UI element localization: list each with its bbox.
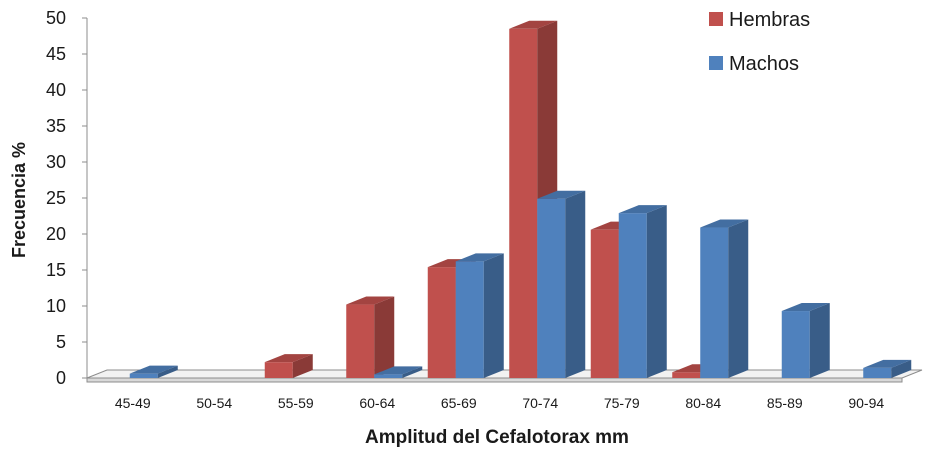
y-tick-label: 35 [46, 116, 66, 136]
bar-front [346, 304, 375, 378]
x-tick-label: 50-54 [196, 395, 232, 411]
x-tick-label: 80-84 [685, 395, 721, 411]
bar-front [700, 227, 729, 378]
bar-top [509, 20, 558, 29]
legend-swatch [709, 56, 723, 70]
bar-front [427, 267, 456, 378]
bar-machos-75-79 [618, 205, 667, 378]
bar-side [646, 205, 667, 378]
bar-top [863, 359, 912, 368]
legend-label: Machos [729, 53, 799, 75]
y-axis-title: Frecuencia % [9, 142, 29, 258]
x-tick-label: 70-74 [522, 395, 558, 411]
x-axis: 45-49 50-54 55-59 60-64 65-69 70-74 75-79 80-84… [115, 395, 885, 411]
bar-top [129, 365, 178, 374]
bar-front [509, 28, 538, 379]
bar-side [891, 359, 912, 378]
bar-side [565, 190, 586, 378]
bar-machos-80-84 [700, 219, 749, 378]
y-tick-label: 40 [46, 80, 66, 100]
y-tick-label: 5 [56, 332, 66, 352]
bar-front [590, 229, 619, 378]
x-tick-label: 55-59 [278, 395, 314, 411]
legend-item-machos: Machos [709, 53, 799, 75]
y-tick-label: 25 [46, 188, 66, 208]
bar-side [157, 365, 178, 378]
bar-top [781, 303, 830, 312]
y-tick-label: 50 [46, 8, 66, 28]
x-tick-label: 65-69 [441, 395, 477, 411]
bar-front [264, 362, 293, 378]
bar-top [618, 205, 667, 214]
bar-side [728, 219, 749, 378]
legend-item-hembras: Hembras [709, 9, 810, 31]
bar-side [483, 253, 504, 378]
y-tick-label: 20 [46, 224, 66, 244]
y-tick-label: 0 [56, 368, 66, 388]
bar-top [455, 253, 504, 262]
bar-hembras-55-59 [264, 354, 313, 378]
bar-front [781, 311, 810, 378]
bar-machos-45-49 [129, 365, 178, 378]
bar-machos-90-94 [863, 359, 912, 378]
bar-hembras-60-64 [346, 296, 395, 378]
legend-swatch [709, 12, 723, 26]
bar-side [402, 366, 423, 378]
bar-side [292, 354, 313, 378]
bar-front [672, 372, 701, 378]
y-tick-label: 30 [46, 152, 66, 172]
bar-top [264, 354, 313, 363]
x-tick-label: 85-89 [767, 395, 803, 411]
legend: Hembras Machos [709, 9, 810, 75]
y-axis: 0 5 10 15 20 25 30 35 40 45 50 [46, 8, 88, 388]
y-tick-label: 15 [46, 260, 66, 280]
bar-front [374, 374, 403, 378]
bar-machos-65-69 [455, 253, 504, 378]
bar-front [618, 213, 647, 378]
bar-front [129, 373, 158, 378]
x-axis-title: Amplitud del Cefalotorax mm [365, 427, 629, 448]
y-tick-label: 10 [46, 296, 66, 316]
bar-front [537, 198, 566, 378]
x-tick-label: 60-64 [359, 395, 395, 411]
x-tick-label: 45-49 [115, 395, 151, 411]
bar-top [700, 219, 749, 228]
bar-front [863, 367, 892, 378]
bar-machos-85-89 [781, 303, 830, 378]
bar-machos-70-74 [537, 190, 586, 378]
bar-top [537, 190, 586, 199]
bar-top [374, 366, 423, 375]
bar-front [455, 261, 484, 378]
bars [129, 20, 912, 379]
bar-top [346, 296, 395, 305]
bar-side [374, 296, 395, 378]
bar-machos-60-64 [374, 366, 423, 378]
bar-side [809, 303, 830, 378]
y-tick-label: 45 [46, 44, 66, 64]
x-tick-label: 75-79 [604, 395, 640, 411]
legend-label: Hembras [729, 9, 810, 31]
x-tick-label: 90-94 [848, 395, 884, 411]
floor-front [86, 377, 903, 383]
